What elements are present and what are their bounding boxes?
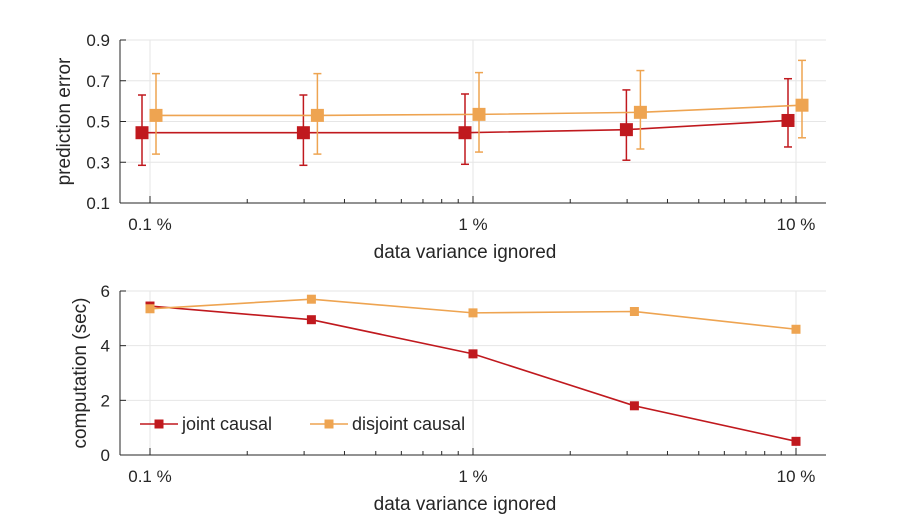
- y-tick-label: 0: [101, 446, 110, 465]
- legend-marker: [324, 419, 334, 429]
- data-point-disjoint-causal: [145, 304, 155, 314]
- y-tick-label: 0.9: [86, 31, 110, 50]
- data-point-joint-causal: [619, 123, 633, 137]
- data-point-disjoint-causal: [472, 107, 486, 121]
- data-point-joint-causal: [458, 126, 472, 140]
- y-tick-label: 0.1: [86, 194, 110, 213]
- y-tick-label: 4: [101, 337, 110, 356]
- data-point-disjoint-causal: [629, 307, 639, 316]
- data-point-disjoint-causal: [149, 108, 163, 122]
- y-tick-label: 0.7: [86, 72, 110, 91]
- x-axis-label: data variance ignored: [374, 242, 557, 263]
- x-axis-label: data variance ignored: [374, 494, 557, 515]
- y-tick-label: 0.5: [86, 113, 110, 132]
- chart-panel-1: 0.1 0.3 0.5 0.7 0.9 0.1 % 1 % 10 % data variance…: [54, 31, 826, 263]
- y-tick-label: 0.3: [86, 153, 110, 172]
- data-point-joint-causal: [135, 126, 149, 140]
- legend-label: disjoint causal: [352, 414, 465, 434]
- y-tick-label: 6: [101, 282, 110, 301]
- data-point-joint-causal: [781, 113, 795, 127]
- x-tick-label: 10 %: [777, 215, 816, 234]
- data-point-joint-causal: [629, 401, 639, 411]
- x-tick-label: 1 %: [458, 215, 487, 234]
- data-point-disjoint-causal: [310, 108, 324, 122]
- y-tick-label: 2: [101, 391, 110, 410]
- x-tick-label: 0.1 %: [128, 467, 171, 486]
- data-point-disjoint-causal: [306, 294, 316, 304]
- legend-marker: [154, 419, 164, 429]
- y-axis-label: computation (sec): [70, 297, 91, 448]
- chart-panel-2: 0 2 4 6 0.1 % 1 % 10 % data variance ignored com…: [70, 282, 826, 515]
- legend-item-disjoint-causal: disjoint causal: [310, 414, 465, 434]
- x-tick-label: 0.1 %: [128, 215, 171, 234]
- data-point-disjoint-causal: [791, 324, 801, 334]
- legend-item-joint-causal: joint causal: [140, 414, 272, 434]
- data-point-disjoint-causal: [468, 308, 478, 318]
- legend-label: joint causal: [181, 414, 272, 434]
- data-point-joint-causal: [296, 126, 310, 140]
- data-point-joint-causal: [306, 315, 316, 325]
- x-tick-label: 1 %: [458, 467, 487, 486]
- y-axis-label: prediction error: [54, 57, 75, 185]
- data-point-joint-causal: [468, 349, 478, 359]
- data-point-joint-causal: [791, 436, 801, 446]
- x-tick-label: 10 %: [777, 467, 816, 486]
- data-point-disjoint-causal: [633, 105, 647, 119]
- data-point-disjoint-causal: [795, 98, 809, 112]
